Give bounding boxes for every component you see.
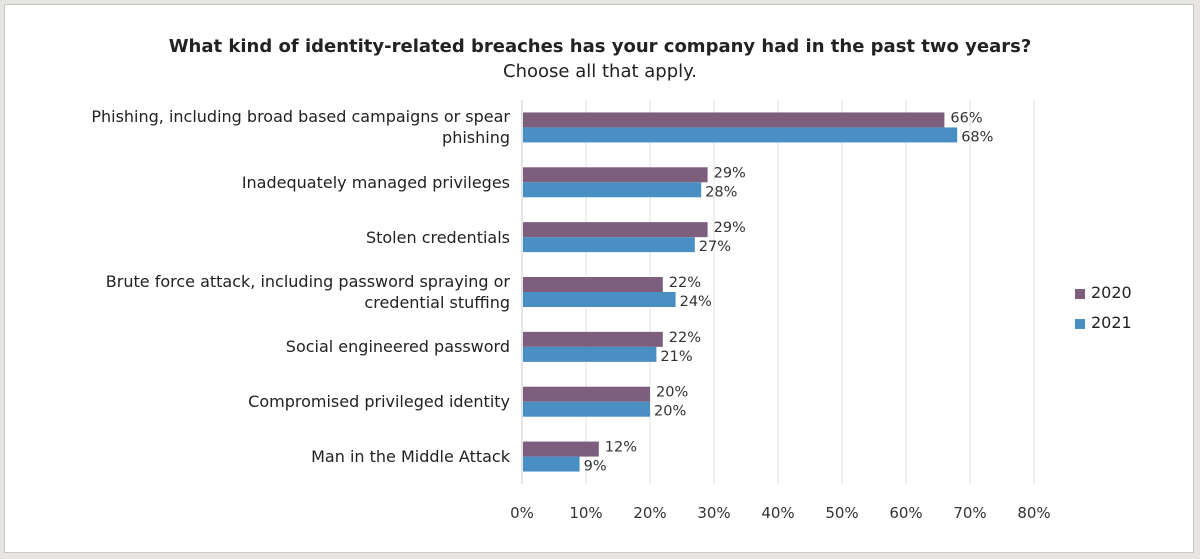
category-label-line: Social engineered password (285, 337, 510, 357)
bar-2020 (523, 386, 650, 402)
bar-2021 (523, 237, 695, 253)
data-label: 27% (699, 239, 731, 255)
data-label: 21% (660, 349, 692, 365)
bar-2021 (523, 182, 702, 198)
category-label: Inadequately managed privileges (0, 172, 510, 193)
chart-title: What kind of identity-related breaches h… (168, 36, 1032, 57)
x-tick-label: 50% (825, 504, 858, 522)
data-label: 22% (669, 330, 701, 346)
bar-2020 (523, 331, 663, 347)
chart-subtitle: Choose all that apply. (503, 61, 697, 82)
data-label: 66% (950, 110, 982, 126)
category-label: Brute force attack, including password s… (0, 271, 510, 313)
x-tick-label: 10% (569, 504, 602, 522)
bar-2021 (523, 127, 958, 143)
data-label: 9% (584, 459, 607, 475)
legend-label: 2021 (1091, 313, 1132, 332)
category-label-line: Brute force attack, including password s… (105, 272, 510, 291)
category-label: Stolen credentials (0, 227, 510, 248)
data-label: 24% (680, 294, 712, 310)
category-label: Phishing, including broad based campaign… (0, 106, 510, 148)
legend-label: 2020 (1091, 283, 1132, 302)
category-label-line: Compromised privileged identity (248, 392, 510, 412)
category-label-line: Phishing, including broad based campaign… (91, 107, 510, 127)
data-label: 20% (654, 404, 686, 420)
data-label: 20% (656, 385, 688, 401)
legend-item-2020: 2020 (1075, 283, 1132, 302)
data-label: 68% (961, 129, 993, 145)
legend-swatch (1075, 288, 1085, 299)
data-label: 28% (705, 184, 737, 200)
bar-2021 (523, 292, 676, 307)
bar-2020 (523, 277, 663, 292)
category-label: Social engineered password (0, 336, 510, 357)
bar-2020 (523, 112, 945, 128)
category-label: Man in the Middle Attack (0, 446, 510, 467)
category-label-line: Man in the Middle Attack (311, 447, 510, 467)
data-label: 29% (714, 165, 746, 181)
category-label-line: credential stuffing (364, 293, 510, 312)
bar-2020 (523, 441, 599, 457)
category-label: Compromised privileged identity (0, 391, 510, 412)
bar-2020 (523, 222, 708, 238)
data-label: 22% (669, 275, 701, 291)
x-tick-label: 40% (761, 504, 794, 522)
category-label-line: Stolen credentials (365, 227, 510, 247)
category-label-line: Inadequately managed privileges (241, 172, 510, 192)
x-tick-label: 70% (953, 504, 986, 522)
bar-2020 (523, 167, 708, 183)
x-tick-label: 80% (1017, 504, 1050, 522)
x-tick-label: 20% (633, 504, 666, 522)
x-tick-label: 0% (510, 504, 534, 522)
x-tick-label: 60% (889, 504, 922, 522)
legend-item-2021: 2021 (1075, 313, 1132, 332)
bar-2021 (523, 456, 580, 472)
data-label: 29% (714, 220, 746, 236)
data-label: 12% (605, 440, 637, 456)
bar-2021 (523, 401, 650, 417)
x-tick-label: 30% (697, 504, 730, 522)
category-label-line: phishing (442, 128, 510, 148)
bar-2021 (523, 346, 657, 362)
legend-swatch (1075, 318, 1085, 329)
